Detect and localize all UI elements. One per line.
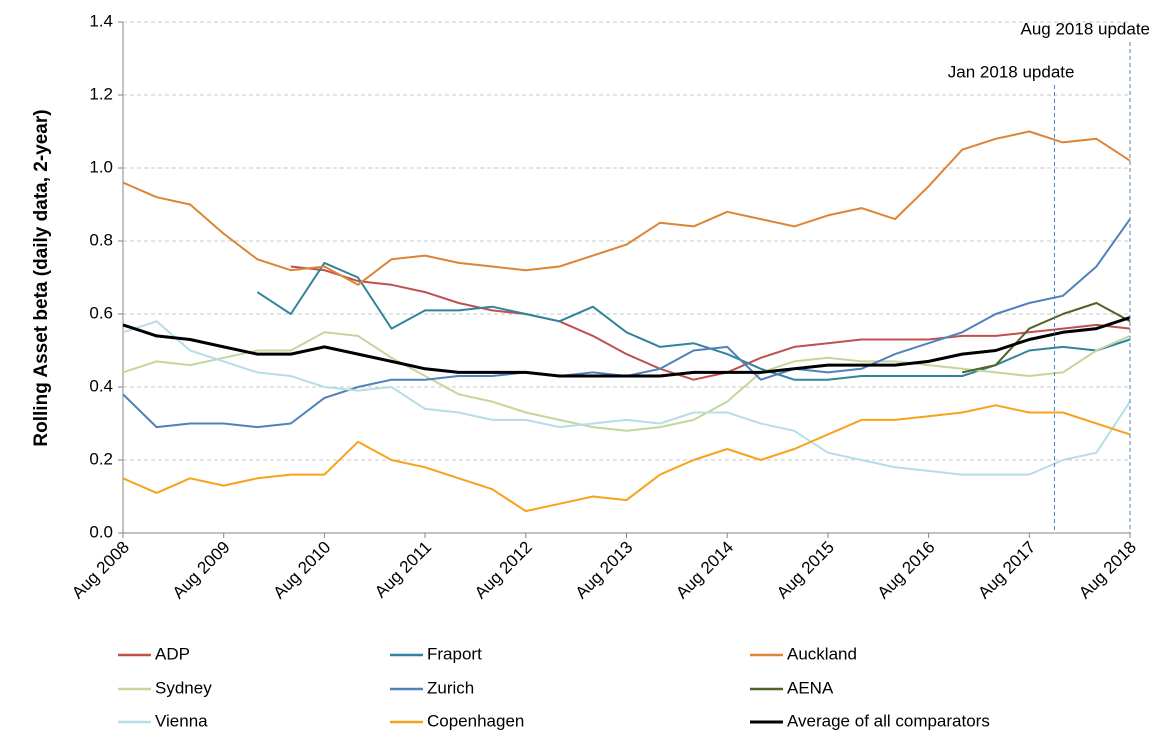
x-tick-label: Aug 2012 [471,538,536,603]
y-tick-label: 0.4 [89,376,113,395]
legend-label: Copenhagen [427,711,524,730]
y-tick-label: 0.2 [89,449,113,468]
x-tick-label: Aug 2009 [169,538,234,603]
y-tick-label: 0.6 [89,303,113,322]
series-line [122,404,1131,513]
annotation-text: Aug 2018 update [1020,19,1150,38]
legend-label: Auckland [787,644,857,663]
y-tick-label: 0.0 [89,522,113,541]
y-tick-label: 0.8 [89,230,113,249]
legend-label: Sydney [155,678,212,697]
legend-label: Vienna [155,711,208,730]
annotation-text: Jan 2018 update [948,62,1075,81]
series-line [961,302,1131,374]
legend-label: Fraport [427,644,482,663]
legend-label: Average of all comparators [787,711,990,730]
x-tick-label: Aug 2015 [773,538,838,603]
x-tick-label: Aug 2014 [672,538,737,603]
x-tick-label: Aug 2018 [1075,538,1140,603]
legend-label: Zurich [427,678,474,697]
y-tick-label: 1.0 [89,157,113,176]
legend-label: AENA [787,678,834,697]
y-tick-label: 1.2 [89,84,113,103]
x-tick-label: Aug 2011 [371,538,435,602]
series-line [122,331,1131,432]
series-line [256,261,1131,381]
legend-label: ADP [155,644,190,663]
y-axis-title: Rolling Asset beta (daily data, 2-year) [31,109,52,446]
series-line [122,130,1131,286]
x-tick-label: Aug 2010 [269,538,334,603]
x-tick-label: Aug 2016 [874,538,939,603]
x-tick-label: Aug 2017 [974,538,1039,603]
series-line [122,218,1131,429]
series-line [290,265,1131,381]
series-line [122,320,1131,476]
x-tick-label: Aug 2008 [68,538,133,603]
y-tick-label: 1.4 [89,11,113,30]
x-tick-label: Aug 2013 [572,538,637,603]
series-line [122,316,1131,378]
